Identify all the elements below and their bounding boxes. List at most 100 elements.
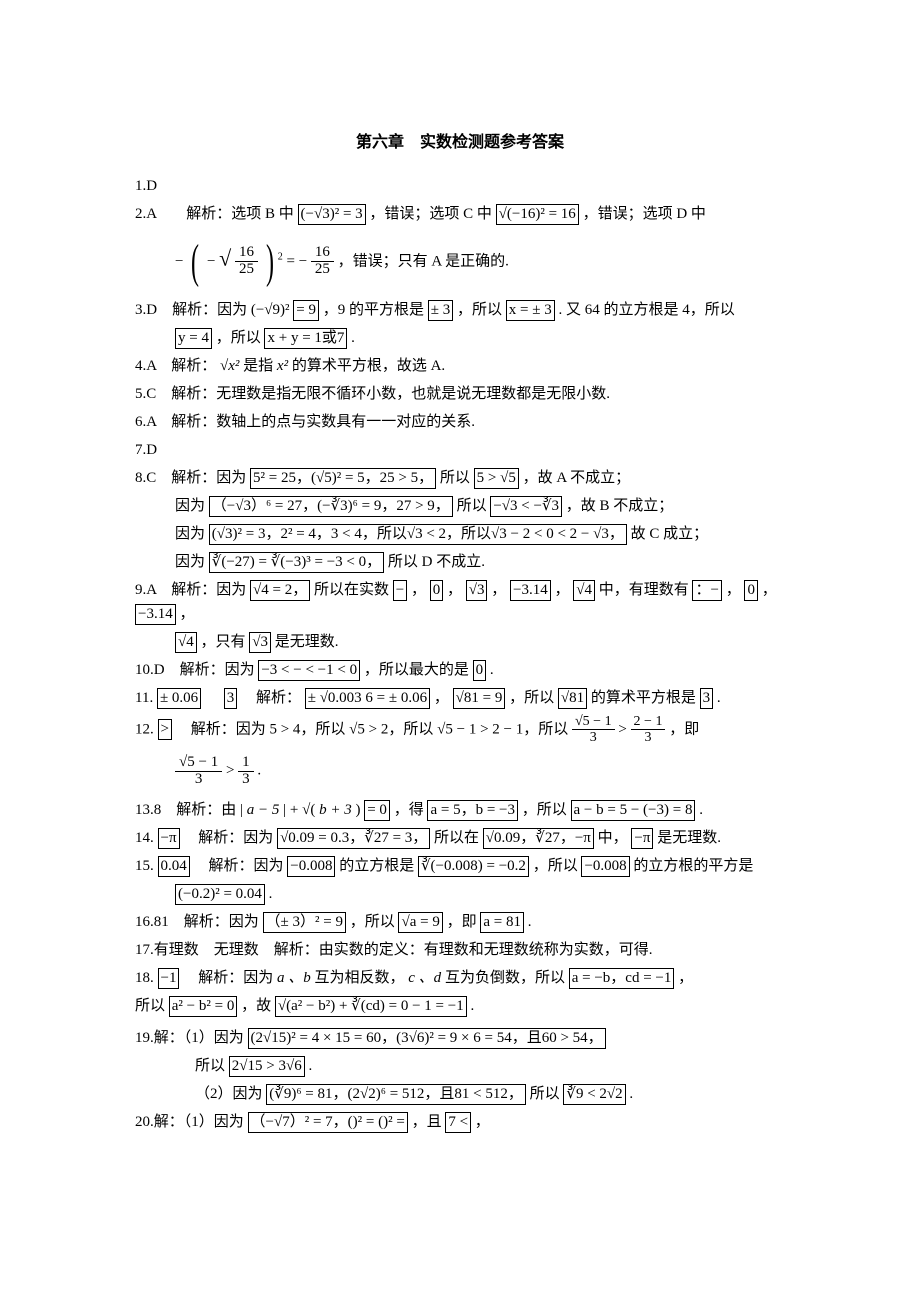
denominator: 3 bbox=[175, 772, 222, 788]
answer-8-line2: 因为 （−√3）⁶ = 27，(−∛3)⁶ = 9，27 > 9， 所以 −√3… bbox=[135, 494, 785, 518]
box-eq: 3 bbox=[700, 688, 714, 710]
answer-6: 6.A 解析：数轴上的点与实数具有一一对应的关系. bbox=[135, 410, 785, 434]
text: ，即 bbox=[447, 914, 477, 930]
page-title: 第六章 实数检测题参考答案 bbox=[135, 130, 785, 156]
math: c 、d bbox=[408, 970, 441, 986]
text: 9.A 解析：因为 bbox=[135, 582, 246, 598]
denominator: 3 bbox=[631, 730, 666, 745]
text: 是无理数. bbox=[275, 634, 339, 650]
text: 13.8 解析：由 | bbox=[135, 802, 243, 818]
box-eq: −1 bbox=[158, 968, 180, 990]
box-eq: ± 0.06 bbox=[157, 688, 201, 710]
text: ，所以 bbox=[533, 858, 578, 874]
answer-8-line3: 因为 (√3)² = 3，2² = 4，3 < 4，所以√3 < 2，所以√3 … bbox=[135, 522, 785, 546]
denominator: 3 bbox=[238, 772, 254, 788]
box-eq: y = 4 bbox=[175, 328, 212, 350]
answer-19-line2: 所以 2√15 > 3√6 . bbox=[135, 1054, 785, 1078]
box-eq: 0 bbox=[473, 660, 487, 682]
answer-7: 7.D bbox=[135, 438, 785, 462]
text: 所以 bbox=[530, 1086, 560, 1102]
text: 中，有理数有 bbox=[599, 582, 689, 598]
text: . bbox=[629, 1086, 633, 1102]
text: 解析：因为 5 > 4，所以 √5 > 2，所以 √5 − 1 > 2 − 1，… bbox=[176, 721, 572, 737]
text: 解析：因为 bbox=[183, 970, 277, 986]
box-eq: √4 bbox=[573, 580, 595, 602]
text: 所以 D 不成立. bbox=[388, 554, 485, 570]
text: 解析：因为 bbox=[194, 858, 284, 874]
text: 因为 bbox=[175, 526, 205, 542]
text: . bbox=[717, 690, 721, 706]
text: ，错误；选项 D 中 bbox=[583, 206, 706, 222]
box-eq: = 0 bbox=[364, 800, 390, 822]
equals: = − bbox=[286, 253, 307, 269]
box-eq: −3.14 bbox=[510, 580, 551, 602]
text: 解析：因为 bbox=[183, 830, 273, 846]
box-eq: √3 bbox=[466, 580, 488, 602]
left-paren-icon: ( bbox=[191, 238, 199, 286]
gt: > bbox=[618, 721, 630, 737]
box-eq: ± 3 bbox=[428, 300, 453, 322]
denominator: 3 bbox=[572, 730, 615, 745]
text: 中， bbox=[598, 830, 628, 846]
text: 因为 bbox=[175, 554, 205, 570]
text: . bbox=[699, 802, 703, 818]
box-eq: 2√15 > 3√6 bbox=[229, 1056, 305, 1078]
box-eq: −3 < − < −1 < 0 bbox=[258, 660, 360, 682]
text: ，所以 bbox=[509, 690, 554, 706]
answer-13: 13.8 解析：由 | a − 5 | + √( b + 3 ) = 0 ，得 … bbox=[135, 798, 785, 822]
denominator: 25 bbox=[235, 262, 258, 278]
box-eq: 0 bbox=[744, 580, 758, 602]
box-eq: x + y = 1或7 bbox=[264, 328, 347, 350]
box-eq: √4 = 2， bbox=[250, 580, 310, 602]
math: a 、b bbox=[277, 970, 311, 986]
minus: − bbox=[175, 253, 183, 269]
box-eq: a − b = 5 − (−3) = 8 bbox=[571, 800, 696, 822]
text: ，所以 bbox=[350, 914, 395, 930]
box-eq: ∛(−27) = ∛(−3)³ = −3 < 0， bbox=[209, 552, 384, 574]
text: 是指 bbox=[243, 358, 277, 374]
text: 18. bbox=[135, 970, 154, 986]
box-eq: √a = 9 bbox=[398, 912, 442, 934]
answer-10: 10.D 解析：因为 −3 < − < −1 < 0 ，所以最大的是 0 . bbox=[135, 658, 785, 682]
right-paren-icon: ) bbox=[266, 238, 274, 286]
text: 15. bbox=[135, 858, 154, 874]
text: 2.A 解析：选项 B 中 bbox=[135, 206, 294, 222]
text: 16.81 解析：因为 bbox=[135, 914, 259, 930]
answer-4: 4.A 解析： √x² 是指 x² 的算术平方根，故选 A. bbox=[135, 354, 785, 378]
box-eq: −0.008 bbox=[581, 856, 629, 878]
text: 19.解：（1）因为 bbox=[135, 1030, 244, 1046]
text: 的立方根是 bbox=[339, 858, 414, 874]
text: ， bbox=[554, 582, 569, 598]
page: 第六章 实数检测题参考答案 1.D 2.A 解析：选项 B 中 (−√3)² =… bbox=[0, 0, 920, 1178]
answer-2-eq: − ( − √ 16 25 )2 = − 16 25 ，错误；只有 A 是正确的… bbox=[175, 238, 785, 286]
box-eq: a = 5，b = −3 bbox=[427, 800, 518, 822]
numerator: 16 bbox=[235, 245, 258, 262]
text: . bbox=[257, 763, 261, 779]
text: 所以 bbox=[195, 1058, 225, 1074]
fraction: 16 25 bbox=[311, 245, 334, 278]
answer-16: 16.81 解析：因为 （± 3）² = 9 ，所以 √a = 9 ，即 a =… bbox=[135, 910, 785, 934]
text: 所以 bbox=[135, 998, 165, 1014]
text: ， bbox=[726, 582, 741, 598]
answer-18-line1: 18. −1 解析：因为 a 、b 互为相反数， c 、d 互为负倒数，所以 a… bbox=[135, 966, 785, 990]
answer-19-line1: 19.解：（1）因为 (2√15)² = 4 × 15 = 60，(3√6)² … bbox=[135, 1026, 785, 1050]
numerator: 16 bbox=[311, 245, 334, 262]
text: 14. bbox=[135, 830, 154, 846]
text: ， bbox=[475, 1114, 490, 1130]
answer-12-line1: 12. > 解析：因为 5 > 4，所以 √5 > 2，所以 √5 − 1 > … bbox=[135, 714, 785, 746]
answer-15-line1: 15. 0.04 解析：因为 −0.008 的立方根是 ∛(−0.008) = … bbox=[135, 854, 785, 878]
box-eq: √0.09，∛27，−π bbox=[483, 828, 594, 850]
text: . 又 64 的立方根是 4，所以 bbox=[558, 302, 734, 318]
box-eq: x = ± 3 bbox=[506, 300, 555, 322]
text: . bbox=[470, 998, 474, 1014]
box-eq: √0.09 = 0.3，∛27 = 3， bbox=[277, 828, 430, 850]
fraction: 2 − 1 3 bbox=[631, 714, 666, 746]
box-eq: （± 3）² = 9 bbox=[263, 912, 346, 934]
box-eq: 3 bbox=[224, 688, 238, 710]
text: 的算术平方根，故选 A. bbox=[292, 358, 445, 374]
box-eq: (2√15)² = 4 × 15 = 60，(3√6)² = 9 × 6 = 5… bbox=[248, 1028, 606, 1050]
box-eq: （−√7）² = 7，()² = ()² = bbox=[248, 1112, 408, 1134]
box-eq: (√3)² = 3，2² = 4，3 < 4，所以√3 < 2，所以√3 − 2… bbox=[209, 524, 627, 546]
minus: − bbox=[207, 253, 215, 269]
text: 所以 bbox=[440, 470, 470, 486]
